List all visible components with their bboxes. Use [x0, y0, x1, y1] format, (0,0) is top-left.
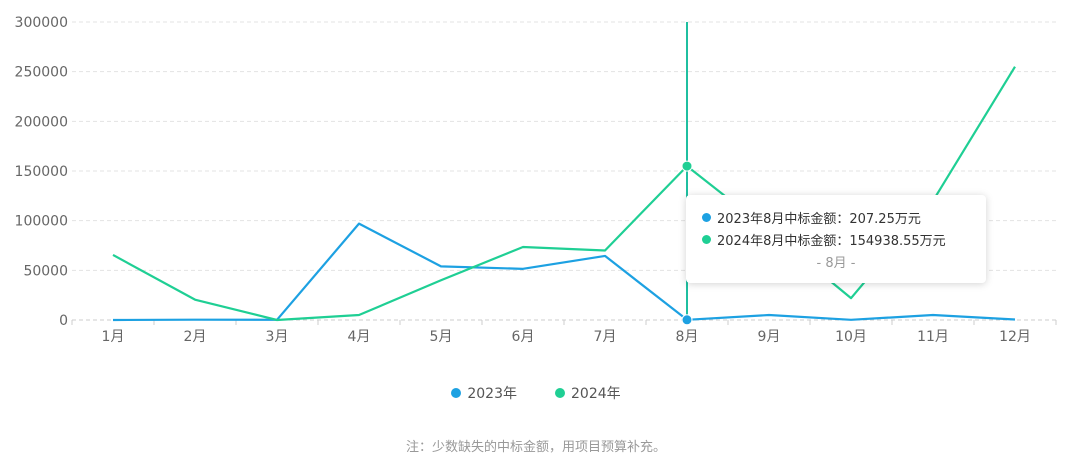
y-tick-label: 0 [59, 313, 68, 329]
highlight-point-2023 [681, 314, 693, 326]
chart-legend: 2023年 2024年 [0, 383, 1072, 403]
tooltip-row-2024: 2024年8月中标金额：154938.55万元 [702, 228, 986, 250]
legend-item-2024[interactable]: 2024年 [555, 383, 621, 403]
x-tick-label: 3月 [266, 329, 289, 345]
y-tick-label: 100000 [15, 214, 68, 230]
legend-dot-2023 [451, 388, 462, 398]
y-tick-label: 250000 [15, 65, 68, 81]
x-tick-label: 5月 [430, 329, 453, 345]
tooltip-text-2024: 2024年8月中标金额：154938.55万元 [717, 233, 946, 249]
tooltip-text-2023: 2023年8月中标金额：207.25万元 [717, 211, 921, 227]
chart-note: 注：少数缺失的中标金额，用项目预算补充。 [405, 440, 666, 455]
x-tick-label: 9月 [758, 329, 781, 345]
legend-label-2023: 2023年 [467, 386, 517, 402]
chart-tooltip: 2023年8月中标金额：207.25万元 2024年8月中标金额：154938.… [686, 195, 986, 283]
tooltip-footer: - 8月 - [816, 256, 856, 271]
y-tick-label: 150000 [15, 164, 68, 180]
x-tick-label: 6月 [512, 329, 535, 345]
legend-dot-2024 [555, 388, 565, 398]
x-tick-label: 11月 [917, 329, 949, 345]
series-line-2023 [112, 222, 1016, 322]
y-tick-label: 300000 [15, 15, 68, 31]
x-tick-label: 7月 [594, 329, 617, 345]
x-tick-label: 12月 [999, 329, 1031, 345]
x-tick-label: 10月 [835, 329, 867, 345]
y-tick-label: 200000 [15, 114, 68, 130]
y-tick-label: 50000 [23, 263, 68, 279]
tooltip-row-2023: 2023年8月中标金额：207.25万元 [702, 206, 986, 228]
tooltip-dot-2024 [702, 234, 711, 244]
x-tick-label: 1月 [102, 329, 125, 345]
legend-label-2024: 2024年 [571, 386, 621, 402]
legend-item-2023[interactable]: 2023年 [451, 383, 517, 403]
x-tick-label: 2月 [184, 329, 207, 345]
tooltip-dot-2023 [702, 212, 711, 222]
x-tick-label: 4月 [348, 329, 371, 345]
highlight-point-2024 [681, 160, 693, 172]
x-tick-label: 8月 [676, 329, 699, 345]
